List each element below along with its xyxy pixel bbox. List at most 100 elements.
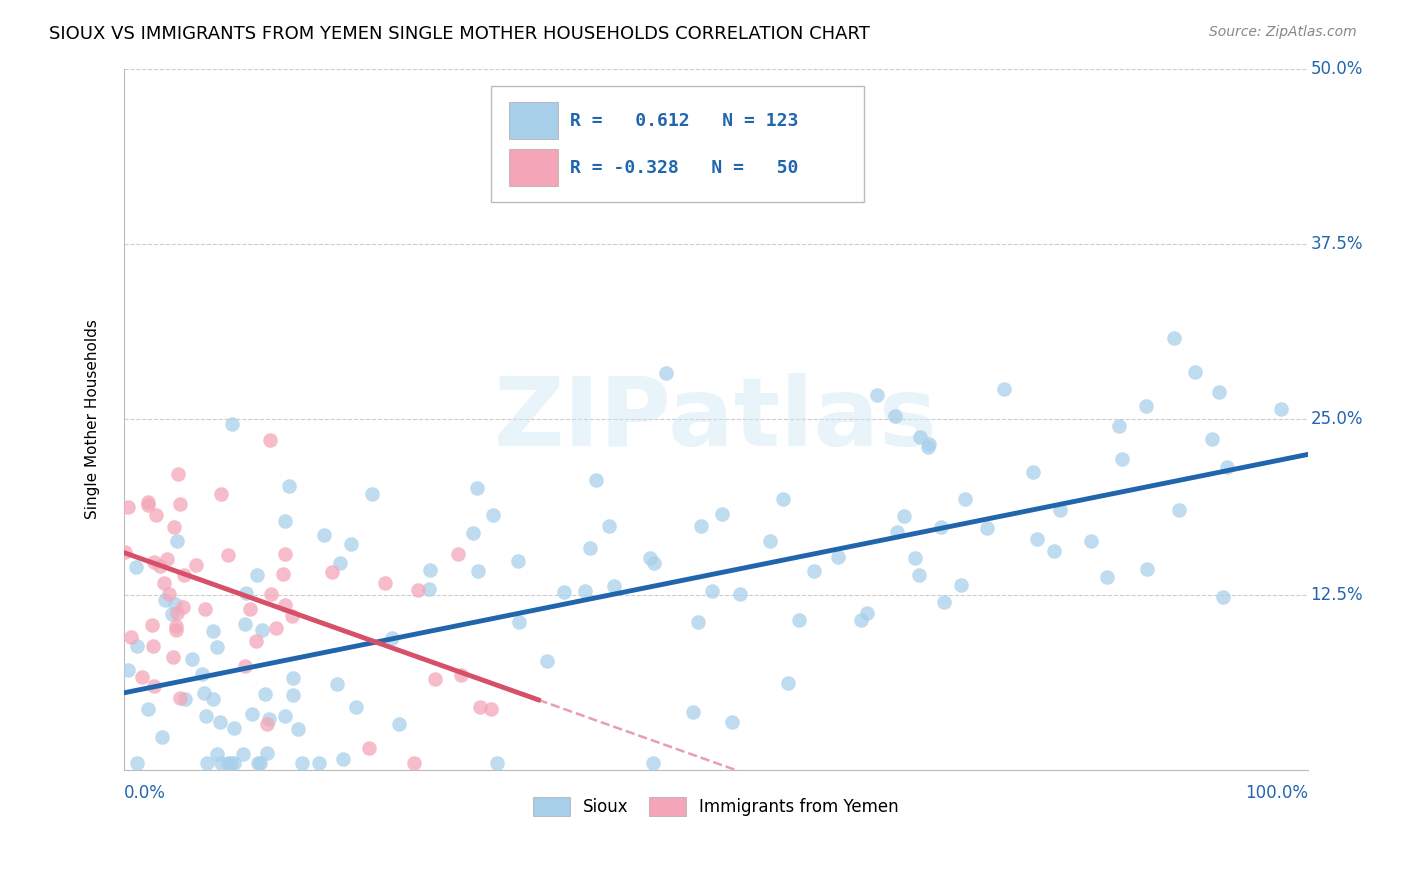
Text: SIOUX VS IMMIGRANTS FROM YEMEN SINGLE MOTHER HOUSEHOLDS CORRELATION CHART: SIOUX VS IMMIGRANTS FROM YEMEN SINGLE MO… <box>49 25 870 43</box>
Point <box>149 559 172 574</box>
Point <box>949 578 972 592</box>
Point <box>918 437 941 451</box>
Point <box>827 549 849 564</box>
Point <box>357 741 380 756</box>
Point <box>166 534 188 549</box>
Point <box>280 609 302 624</box>
Point <box>1208 384 1230 399</box>
Point <box>308 756 330 770</box>
Point <box>1111 452 1133 467</box>
Point <box>219 756 242 770</box>
FancyBboxPatch shape <box>509 149 558 186</box>
Point <box>260 587 283 601</box>
Point <box>447 547 470 561</box>
Text: ZIPatlas: ZIPatlas <box>494 373 938 466</box>
Point <box>152 576 174 591</box>
Point <box>1270 402 1292 417</box>
Point <box>278 478 301 492</box>
FancyBboxPatch shape <box>491 87 865 202</box>
Point <box>239 602 262 616</box>
Text: 50.0%: 50.0% <box>1310 60 1362 78</box>
Point <box>259 433 281 447</box>
Point <box>114 545 136 559</box>
Point <box>640 551 662 566</box>
Point <box>245 634 267 648</box>
Text: R = -0.328   N =   50: R = -0.328 N = 50 <box>571 159 799 178</box>
Point <box>702 583 724 598</box>
Point <box>1042 543 1064 558</box>
Point <box>224 756 246 770</box>
Point <box>142 555 165 569</box>
Point <box>169 497 191 511</box>
Point <box>120 630 142 644</box>
Point <box>173 567 195 582</box>
Point <box>274 514 297 528</box>
Point <box>329 556 352 570</box>
Point <box>246 756 269 770</box>
Point <box>361 487 384 501</box>
Point <box>287 722 309 736</box>
Point <box>193 686 215 700</box>
Point <box>201 624 224 639</box>
Point <box>233 659 256 673</box>
Point <box>893 508 915 523</box>
Point <box>904 550 927 565</box>
Point <box>866 387 889 401</box>
Point <box>929 519 952 533</box>
Point <box>758 534 780 549</box>
Point <box>1049 503 1071 517</box>
Point <box>256 717 278 731</box>
Point <box>312 528 335 542</box>
Point <box>1168 503 1191 517</box>
Legend: Sioux, Immigrants from Yemen: Sioux, Immigrants from Yemen <box>524 789 907 825</box>
Point <box>340 536 363 550</box>
Point <box>402 756 425 770</box>
Point <box>209 487 232 501</box>
Point <box>598 519 620 533</box>
Point <box>849 614 872 628</box>
Point <box>173 691 195 706</box>
Point <box>153 593 176 607</box>
Point <box>1184 365 1206 379</box>
Point <box>908 430 931 444</box>
Point <box>254 687 277 701</box>
Point <box>169 691 191 706</box>
Point <box>233 617 256 632</box>
Point <box>222 722 245 736</box>
Point <box>291 756 314 770</box>
Point <box>463 526 485 541</box>
Point <box>194 601 217 615</box>
Point <box>172 600 194 615</box>
Point <box>180 652 202 666</box>
Point <box>721 715 744 730</box>
Point <box>191 666 214 681</box>
Point <box>482 508 505 522</box>
Point <box>536 654 558 668</box>
Point <box>125 756 148 770</box>
Point <box>803 564 825 578</box>
Point <box>217 548 239 562</box>
FancyBboxPatch shape <box>509 103 558 139</box>
Y-axis label: Single Mother Households: Single Mother Households <box>86 319 100 519</box>
Point <box>150 730 173 744</box>
Point <box>281 671 304 685</box>
Point <box>1080 533 1102 548</box>
Point <box>406 583 429 598</box>
Point <box>117 663 139 677</box>
Point <box>772 491 794 506</box>
Point <box>209 756 232 770</box>
Text: 12.5%: 12.5% <box>1310 586 1362 604</box>
Point <box>165 623 187 637</box>
Point <box>257 713 280 727</box>
Point <box>246 568 269 582</box>
Point <box>418 582 440 596</box>
Point <box>143 679 166 693</box>
Point <box>907 568 929 582</box>
Point <box>787 613 810 627</box>
Point <box>655 366 678 380</box>
Point <box>117 500 139 514</box>
Point <box>201 692 224 706</box>
Point <box>166 467 188 482</box>
Point <box>467 564 489 578</box>
Point <box>508 554 530 568</box>
